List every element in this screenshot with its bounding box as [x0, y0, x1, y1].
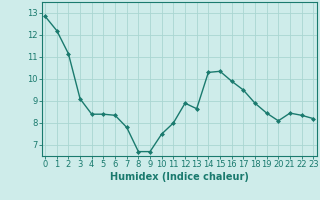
X-axis label: Humidex (Indice chaleur): Humidex (Indice chaleur)	[110, 172, 249, 182]
